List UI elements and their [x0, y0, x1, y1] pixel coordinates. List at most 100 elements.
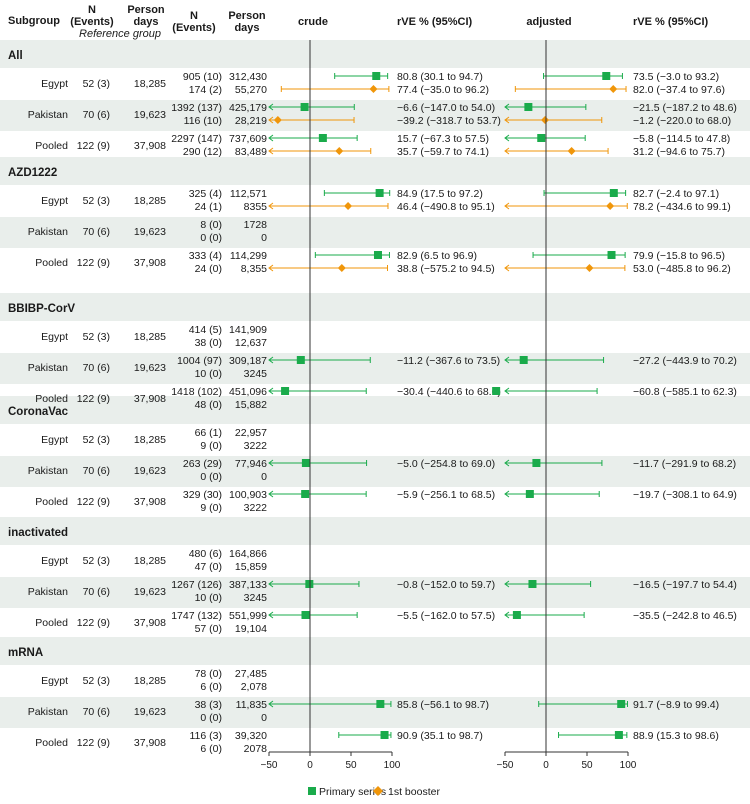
- legend-primary-label: Primary series: [319, 786, 386, 798]
- primary-n-events: 38 (3): [195, 699, 222, 711]
- crude-x-tick-label: 100: [384, 760, 401, 771]
- row-subgroup: Pakistan: [28, 586, 68, 598]
- primary-person-days: 425,179: [229, 102, 267, 114]
- primary-person-days: 312,430: [229, 71, 267, 83]
- booster-n-events: 47 (0): [195, 561, 222, 573]
- booster-crude-point: [335, 147, 344, 155]
- booster-person-days: 83,489: [235, 146, 267, 158]
- booster-person-days: 19,104: [235, 623, 267, 635]
- row-ref-person-days: 18,285: [134, 78, 166, 90]
- row-ref-person-days: 19,623: [134, 226, 166, 238]
- primary-crude-rve: −6.6 (−147.0 to 54.0): [397, 102, 495, 114]
- primary-crude-ci-arrow: [268, 459, 274, 467]
- header-rve-crude: rVE % (95%CI): [397, 16, 473, 28]
- primary-crude-ci-arrow: [268, 611, 274, 619]
- primary-person-days: 22,957: [235, 427, 267, 439]
- booster-person-days: 2078: [244, 743, 268, 755]
- primary-adjusted-rve: −60.8 (−585.1 to 62.3): [633, 386, 737, 398]
- row-ref-person-days: 18,285: [134, 434, 166, 446]
- primary-crude-point: [372, 72, 381, 80]
- primary-person-days: 114,299: [230, 250, 267, 262]
- booster-crude-ci-arrow: [268, 264, 274, 272]
- primary-crude-rve: 80.8 (30.1 to 94.7): [397, 71, 483, 83]
- booster-adjusted-rve: 78.2 (−434.6 to 99.1): [633, 201, 731, 213]
- row-subgroup: Egypt: [41, 195, 68, 207]
- primary-crude-point: [300, 103, 309, 111]
- primary-adjusted-point: [614, 731, 623, 739]
- primary-adjusted-ci-arrow: [504, 459, 510, 467]
- row-subgroup: Pakistan: [28, 362, 68, 374]
- primary-person-days: 100,903: [229, 489, 267, 501]
- booster-crude-point: [369, 85, 378, 93]
- row-ref-n-events: 52 (3): [83, 195, 110, 207]
- adjusted-x-tick-label: −50: [497, 760, 514, 771]
- row-subgroup: Pooled: [35, 257, 68, 269]
- row-ref-n-events: 122 (9): [77, 737, 110, 749]
- primary-n-events: 1392 (137): [171, 102, 222, 114]
- primary-crude-point: [301, 490, 310, 498]
- primary-n-events: 325 (4): [189, 188, 222, 200]
- header-ref-person: Person: [127, 4, 165, 16]
- booster-n-events: 174 (2): [189, 84, 222, 96]
- primary-person-days: 77,946: [235, 458, 267, 470]
- row-ref-person-days: 37,908: [134, 393, 166, 405]
- row-band: [0, 577, 750, 608]
- group-label: CoronaVac: [8, 406, 69, 418]
- primary-adjusted-point: [537, 134, 546, 142]
- primary-crude-point: [281, 387, 290, 395]
- row-ref-n-events: 70 (6): [83, 586, 110, 598]
- booster-person-days: 2,078: [241, 681, 267, 693]
- primary-adjusted-rve: −19.7 (−308.1 to 64.9): [633, 489, 737, 501]
- primary-person-days: 112,571: [230, 188, 267, 200]
- primary-crude-point: [296, 356, 305, 364]
- booster-adjusted-ci-arrow: [504, 116, 510, 124]
- row-ref-n-events: 122 (9): [77, 617, 110, 629]
- row-subgroup: Pooled: [35, 737, 68, 749]
- adjusted-x-tick-label: 100: [620, 760, 637, 771]
- primary-n-events: 263 (29): [183, 458, 222, 470]
- row-ref-person-days: 18,285: [134, 331, 166, 343]
- primary-n-events: 2297 (147): [171, 133, 222, 145]
- header-ref-events: (Events): [70, 16, 114, 28]
- row-ref-person-days: 37,908: [134, 140, 166, 152]
- primary-adjusted-rve: 79.9 (−15.8 to 96.5): [633, 250, 725, 262]
- primary-adjusted-ci-arrow: [504, 611, 510, 619]
- header-events: (Events): [172, 22, 216, 34]
- booster-crude-rve: 46.4 (−490.8 to 95.1): [397, 201, 495, 213]
- primary-n-events: 414 (5): [189, 324, 222, 336]
- group-band: [0, 293, 750, 321]
- primary-person-days: 1728: [244, 219, 268, 231]
- primary-crude-ci-arrow: [268, 580, 274, 588]
- booster-adjusted-point: [609, 85, 618, 93]
- primary-crude-ci-arrow: [268, 134, 274, 142]
- primary-adjusted-point: [525, 490, 534, 498]
- primary-n-events: 905 (10): [183, 71, 222, 83]
- header-subgroup: Subgroup: [8, 15, 60, 27]
- row-ref-n-events: 70 (6): [83, 109, 110, 121]
- primary-n-events: 1004 (97): [177, 355, 222, 367]
- primary-n-events: 8 (0): [200, 219, 222, 231]
- primary-crude-ci-arrow: [268, 490, 274, 498]
- booster-n-events: 116 (10): [184, 115, 222, 127]
- booster-crude-rve: 35.7 (−59.7 to 74.1): [397, 146, 489, 158]
- primary-adjusted-ci-arrow: [504, 580, 510, 588]
- primary-adjusted-point: [492, 387, 501, 395]
- row-subgroup: Egypt: [41, 78, 68, 90]
- primary-crude-rve: −5.9 (−256.1 to 68.5): [397, 489, 495, 501]
- primary-adjusted-ci-arrow: [504, 490, 510, 498]
- booster-person-days: 8,355: [241, 263, 267, 275]
- primary-adjusted-point: [532, 459, 541, 467]
- header-days: days: [234, 22, 259, 34]
- booster-n-events: 290 (12): [183, 146, 222, 158]
- row-subgroup: Egypt: [41, 675, 68, 687]
- primary-adjusted-point: [602, 72, 611, 80]
- primary-n-events: 116 (3): [190, 730, 223, 742]
- header-ref-days: days: [133, 16, 158, 28]
- header-person: Person: [228, 10, 266, 22]
- header-adjusted: adjusted: [526, 16, 571, 28]
- row-ref-n-events: 70 (6): [83, 226, 110, 238]
- crude-x-tick-label: 0: [307, 760, 313, 771]
- row-band: [0, 456, 750, 487]
- row-subgroup: Pooled: [35, 496, 68, 508]
